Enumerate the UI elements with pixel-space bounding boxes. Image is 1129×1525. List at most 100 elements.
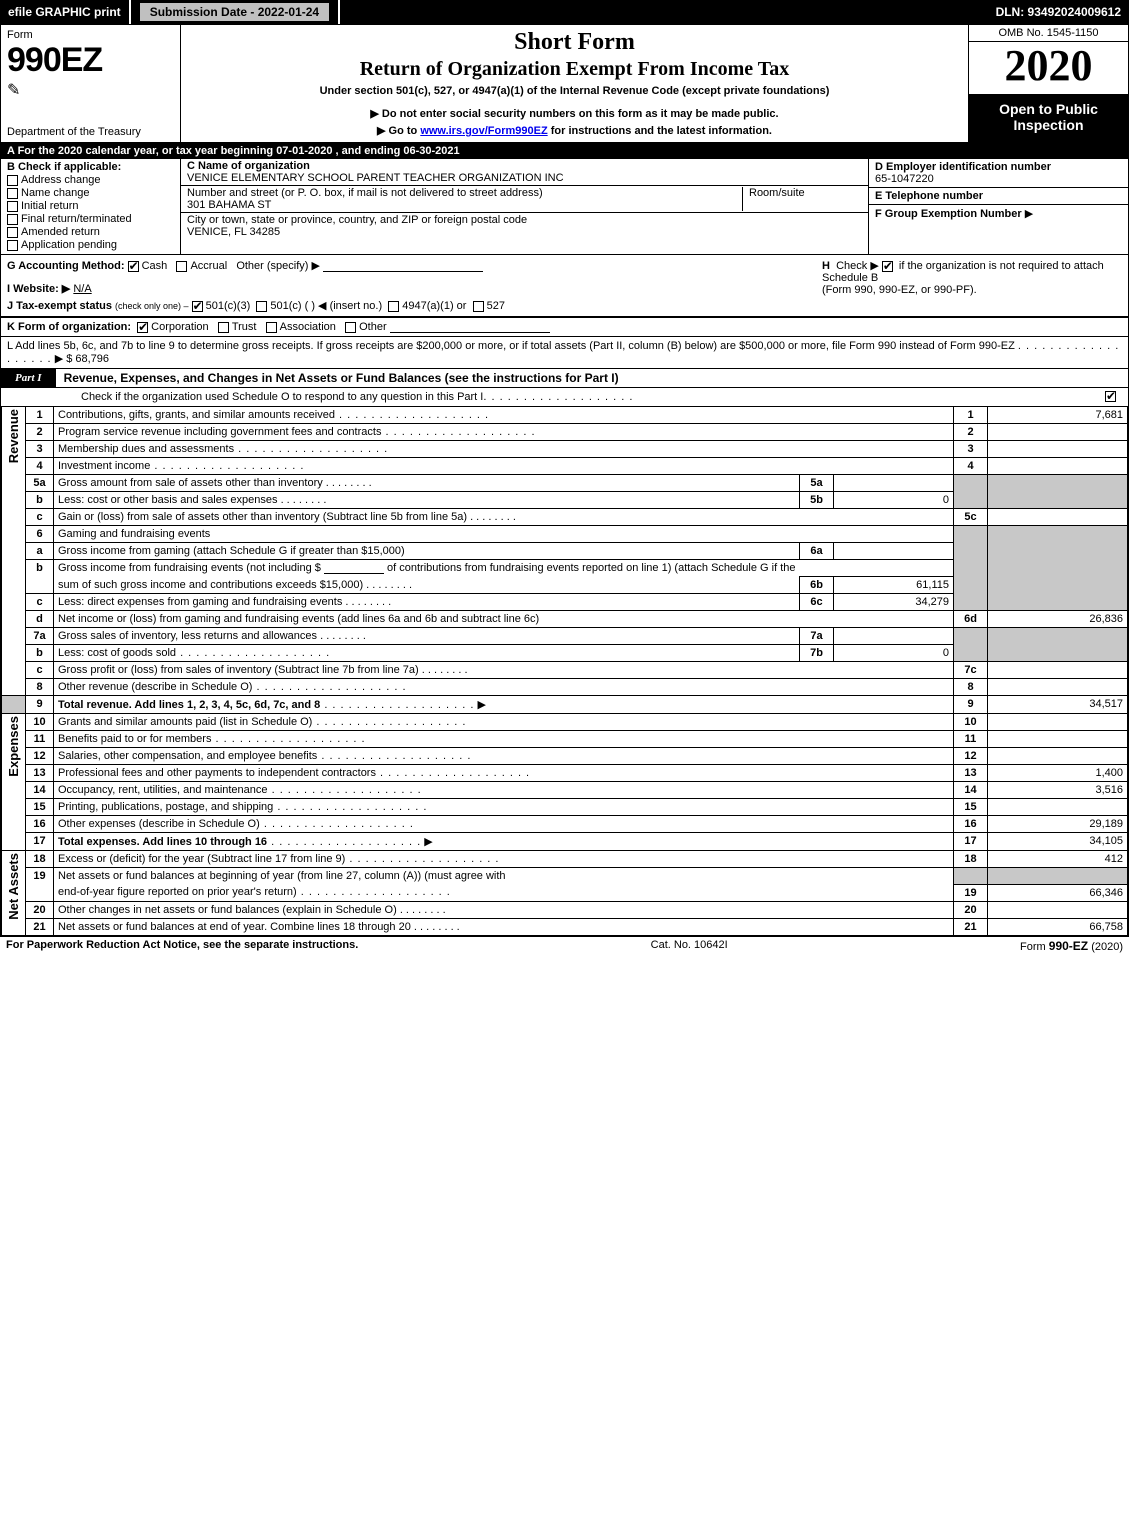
line-3: 3 Membership dues and assessments 3 bbox=[2, 441, 1128, 458]
checkbox-other-org[interactable] bbox=[345, 322, 356, 333]
line-11: 11 Benefits paid to or for members 11 bbox=[2, 731, 1128, 748]
box-e-label: E Telephone number bbox=[875, 190, 1122, 202]
check-address-change[interactable]: Address change bbox=[7, 174, 174, 186]
city-value: VENICE, FL 34285 bbox=[187, 226, 280, 238]
line-9: 9 Total revenue. Add lines 1, 2, 3, 4, 5… bbox=[2, 696, 1128, 714]
line-14: 14 Occupancy, rent, utilities, and maint… bbox=[2, 782, 1128, 799]
opt-501c: 501(c) ( ) ◀ (insert no.) bbox=[270, 300, 382, 312]
box-d: D Employer identification number 65-1047… bbox=[869, 159, 1128, 188]
row-j: J Tax-exempt status (check only one) – 5… bbox=[7, 299, 822, 312]
row-k: K Form of organization: Corporation Trus… bbox=[1, 317, 1128, 337]
efile-print-label[interactable]: efile GRAPHIC print bbox=[0, 0, 131, 24]
row-g-h: G Accounting Method: Cash Accrual Other … bbox=[1, 255, 1128, 317]
check-final-return[interactable]: Final return/terminated bbox=[7, 213, 174, 225]
j-note: (check only one) – bbox=[115, 301, 189, 311]
line-17: 17 Total expenses. Add lines 10 through … bbox=[2, 833, 1128, 851]
arrow-icon: ▶ bbox=[55, 353, 63, 365]
check-name-change[interactable]: Name change bbox=[7, 187, 174, 199]
submission-date-segment: Submission Date - 2022-01-24 bbox=[131, 0, 340, 24]
department-label: Department of the Treasury bbox=[7, 126, 174, 138]
checkbox-accrual[interactable] bbox=[176, 261, 187, 272]
submission-date-button[interactable]: Submission Date - 2022-01-24 bbox=[139, 2, 330, 22]
part-1-title: Revenue, Expenses, and Changes in Net As… bbox=[56, 371, 619, 385]
footer-left: For Paperwork Reduction Act Notice, see … bbox=[6, 939, 358, 953]
irs-link[interactable]: www.irs.gov/Form990EZ bbox=[420, 125, 547, 137]
expenses-side-label: Expenses bbox=[2, 714, 26, 851]
checkbox-association[interactable] bbox=[266, 322, 277, 333]
checkbox-cash[interactable] bbox=[128, 261, 139, 272]
opt-527: 527 bbox=[487, 300, 505, 312]
header-right: OMB No. 1545-1150 2020 Open to Public In… bbox=[968, 25, 1128, 142]
checkbox-527[interactable] bbox=[473, 301, 484, 312]
check-application-pending[interactable]: Application pending bbox=[7, 239, 174, 251]
line-19-top: 19 Net assets or fund balances at beginn… bbox=[2, 868, 1128, 885]
row-i: I Website: ▶ N/A bbox=[7, 282, 822, 295]
tax-year: 2020 bbox=[969, 42, 1128, 95]
check-initial-return[interactable]: Initial return bbox=[7, 200, 174, 212]
opt-corporation: Corporation bbox=[151, 321, 208, 333]
line-21: 21 Net assets or fund balances at end of… bbox=[2, 918, 1128, 935]
entity-block: B Check if applicable: Address change Na… bbox=[1, 159, 1128, 255]
part-1-header: Part I Revenue, Expenses, and Changes in… bbox=[1, 368, 1128, 388]
checkbox-icon[interactable] bbox=[7, 188, 18, 199]
line-5a: 5a Gross amount from sale of assets othe… bbox=[2, 475, 1128, 492]
part-1-tag: Part I bbox=[1, 369, 56, 387]
line-16: 16 Other expenses (describe in Schedule … bbox=[2, 816, 1128, 833]
line-18: Net Assets 18 Excess or (deficit) for th… bbox=[2, 851, 1128, 868]
row-l: L Add lines 5b, 6c, and 7b to line 9 to … bbox=[1, 337, 1128, 368]
checkbox-icon[interactable] bbox=[7, 240, 18, 251]
checkbox-trust[interactable] bbox=[218, 322, 229, 333]
form-990ez-page: Form 990EZ ✎ Department of the Treasury … bbox=[0, 24, 1129, 937]
box-f-label: F Group Exemption Number bbox=[875, 208, 1022, 220]
row-g: G Accounting Method: Cash Accrual Other … bbox=[7, 259, 822, 312]
box-f: F Group Exemption Number ▶ bbox=[869, 205, 1128, 254]
box-b-label: B Check if applicable: bbox=[7, 161, 174, 173]
efile-text: efile GRAPHIC print bbox=[8, 5, 121, 19]
form-subtitle: Under section 501(c), 527, or 4947(a)(1)… bbox=[187, 85, 962, 97]
checkbox-corporation[interactable] bbox=[137, 322, 148, 333]
opt-4947: 4947(a)(1) or bbox=[402, 300, 466, 312]
goto-pre: ▶ Go to bbox=[377, 125, 420, 137]
part-1-check-row: Check if the organization used Schedule … bbox=[1, 388, 1128, 406]
form-header: Form 990EZ ✎ Department of the Treasury … bbox=[1, 25, 1128, 143]
open-to-public: Open to Public Inspection bbox=[969, 95, 1128, 142]
instructions-link-row: ▶ Go to www.irs.gov/Form990EZ for instru… bbox=[187, 124, 962, 137]
line-13: 13 Professional fees and other payments … bbox=[2, 765, 1128, 782]
other-org-input[interactable] bbox=[390, 321, 550, 333]
top-bar: efile GRAPHIC print Submission Date - 20… bbox=[0, 0, 1129, 24]
line-2: 2 Program service revenue including gove… bbox=[2, 424, 1128, 441]
check-amended-return[interactable]: Amended return bbox=[7, 226, 174, 238]
ssn-warning: ▶ Do not enter social security numbers o… bbox=[187, 107, 962, 120]
checkbox-501c[interactable] bbox=[256, 301, 267, 312]
dots bbox=[483, 391, 633, 403]
ein-value: 65-1047220 bbox=[875, 173, 1122, 185]
i-label: I Website: ▶ bbox=[7, 283, 70, 295]
checkbox-4947[interactable] bbox=[388, 301, 399, 312]
form-title: Return of Organization Exempt From Incom… bbox=[187, 58, 962, 81]
netassets-side-label: Net Assets bbox=[2, 851, 26, 936]
checkbox-501c3[interactable] bbox=[192, 301, 203, 312]
checkbox-schedule-o[interactable] bbox=[1105, 391, 1116, 402]
line-19-bot: end-of-year figure reported on prior yea… bbox=[2, 884, 1128, 901]
org-name-row: C Name of organization VENICE ELEMENTARY… bbox=[181, 159, 868, 186]
checkbox-icon[interactable] bbox=[7, 214, 18, 225]
line-6d: d Net income or (loss) from gaming and f… bbox=[2, 611, 1128, 628]
line-col: 1 bbox=[954, 407, 988, 424]
room-suite-label: Room/suite bbox=[742, 187, 862, 211]
opt-other: Other (specify) ▶ bbox=[236, 260, 320, 272]
other-specify-input[interactable] bbox=[323, 260, 483, 272]
opt-accrual: Accrual bbox=[190, 260, 227, 272]
city-label: City or town, state or province, country… bbox=[187, 214, 527, 226]
checkbox-icon[interactable] bbox=[7, 175, 18, 186]
boxes-d-e-f: D Employer identification number 65-1047… bbox=[868, 159, 1128, 254]
checkbox-icon[interactable] bbox=[7, 201, 18, 212]
contrib-amount-input[interactable] bbox=[324, 562, 384, 574]
footer-cat-no: Cat. No. 10642I bbox=[651, 939, 728, 953]
checkbox-schedule-b[interactable] bbox=[882, 261, 893, 272]
line-num: 1 bbox=[26, 407, 54, 424]
opt-other-org: Other bbox=[359, 321, 387, 333]
line-20: 20 Other changes in net assets or fund b… bbox=[2, 901, 1128, 918]
footer-form-ref: Form 990-EZ (2020) bbox=[1020, 939, 1123, 953]
checkbox-icon[interactable] bbox=[7, 227, 18, 238]
website-value: N/A bbox=[73, 283, 91, 295]
